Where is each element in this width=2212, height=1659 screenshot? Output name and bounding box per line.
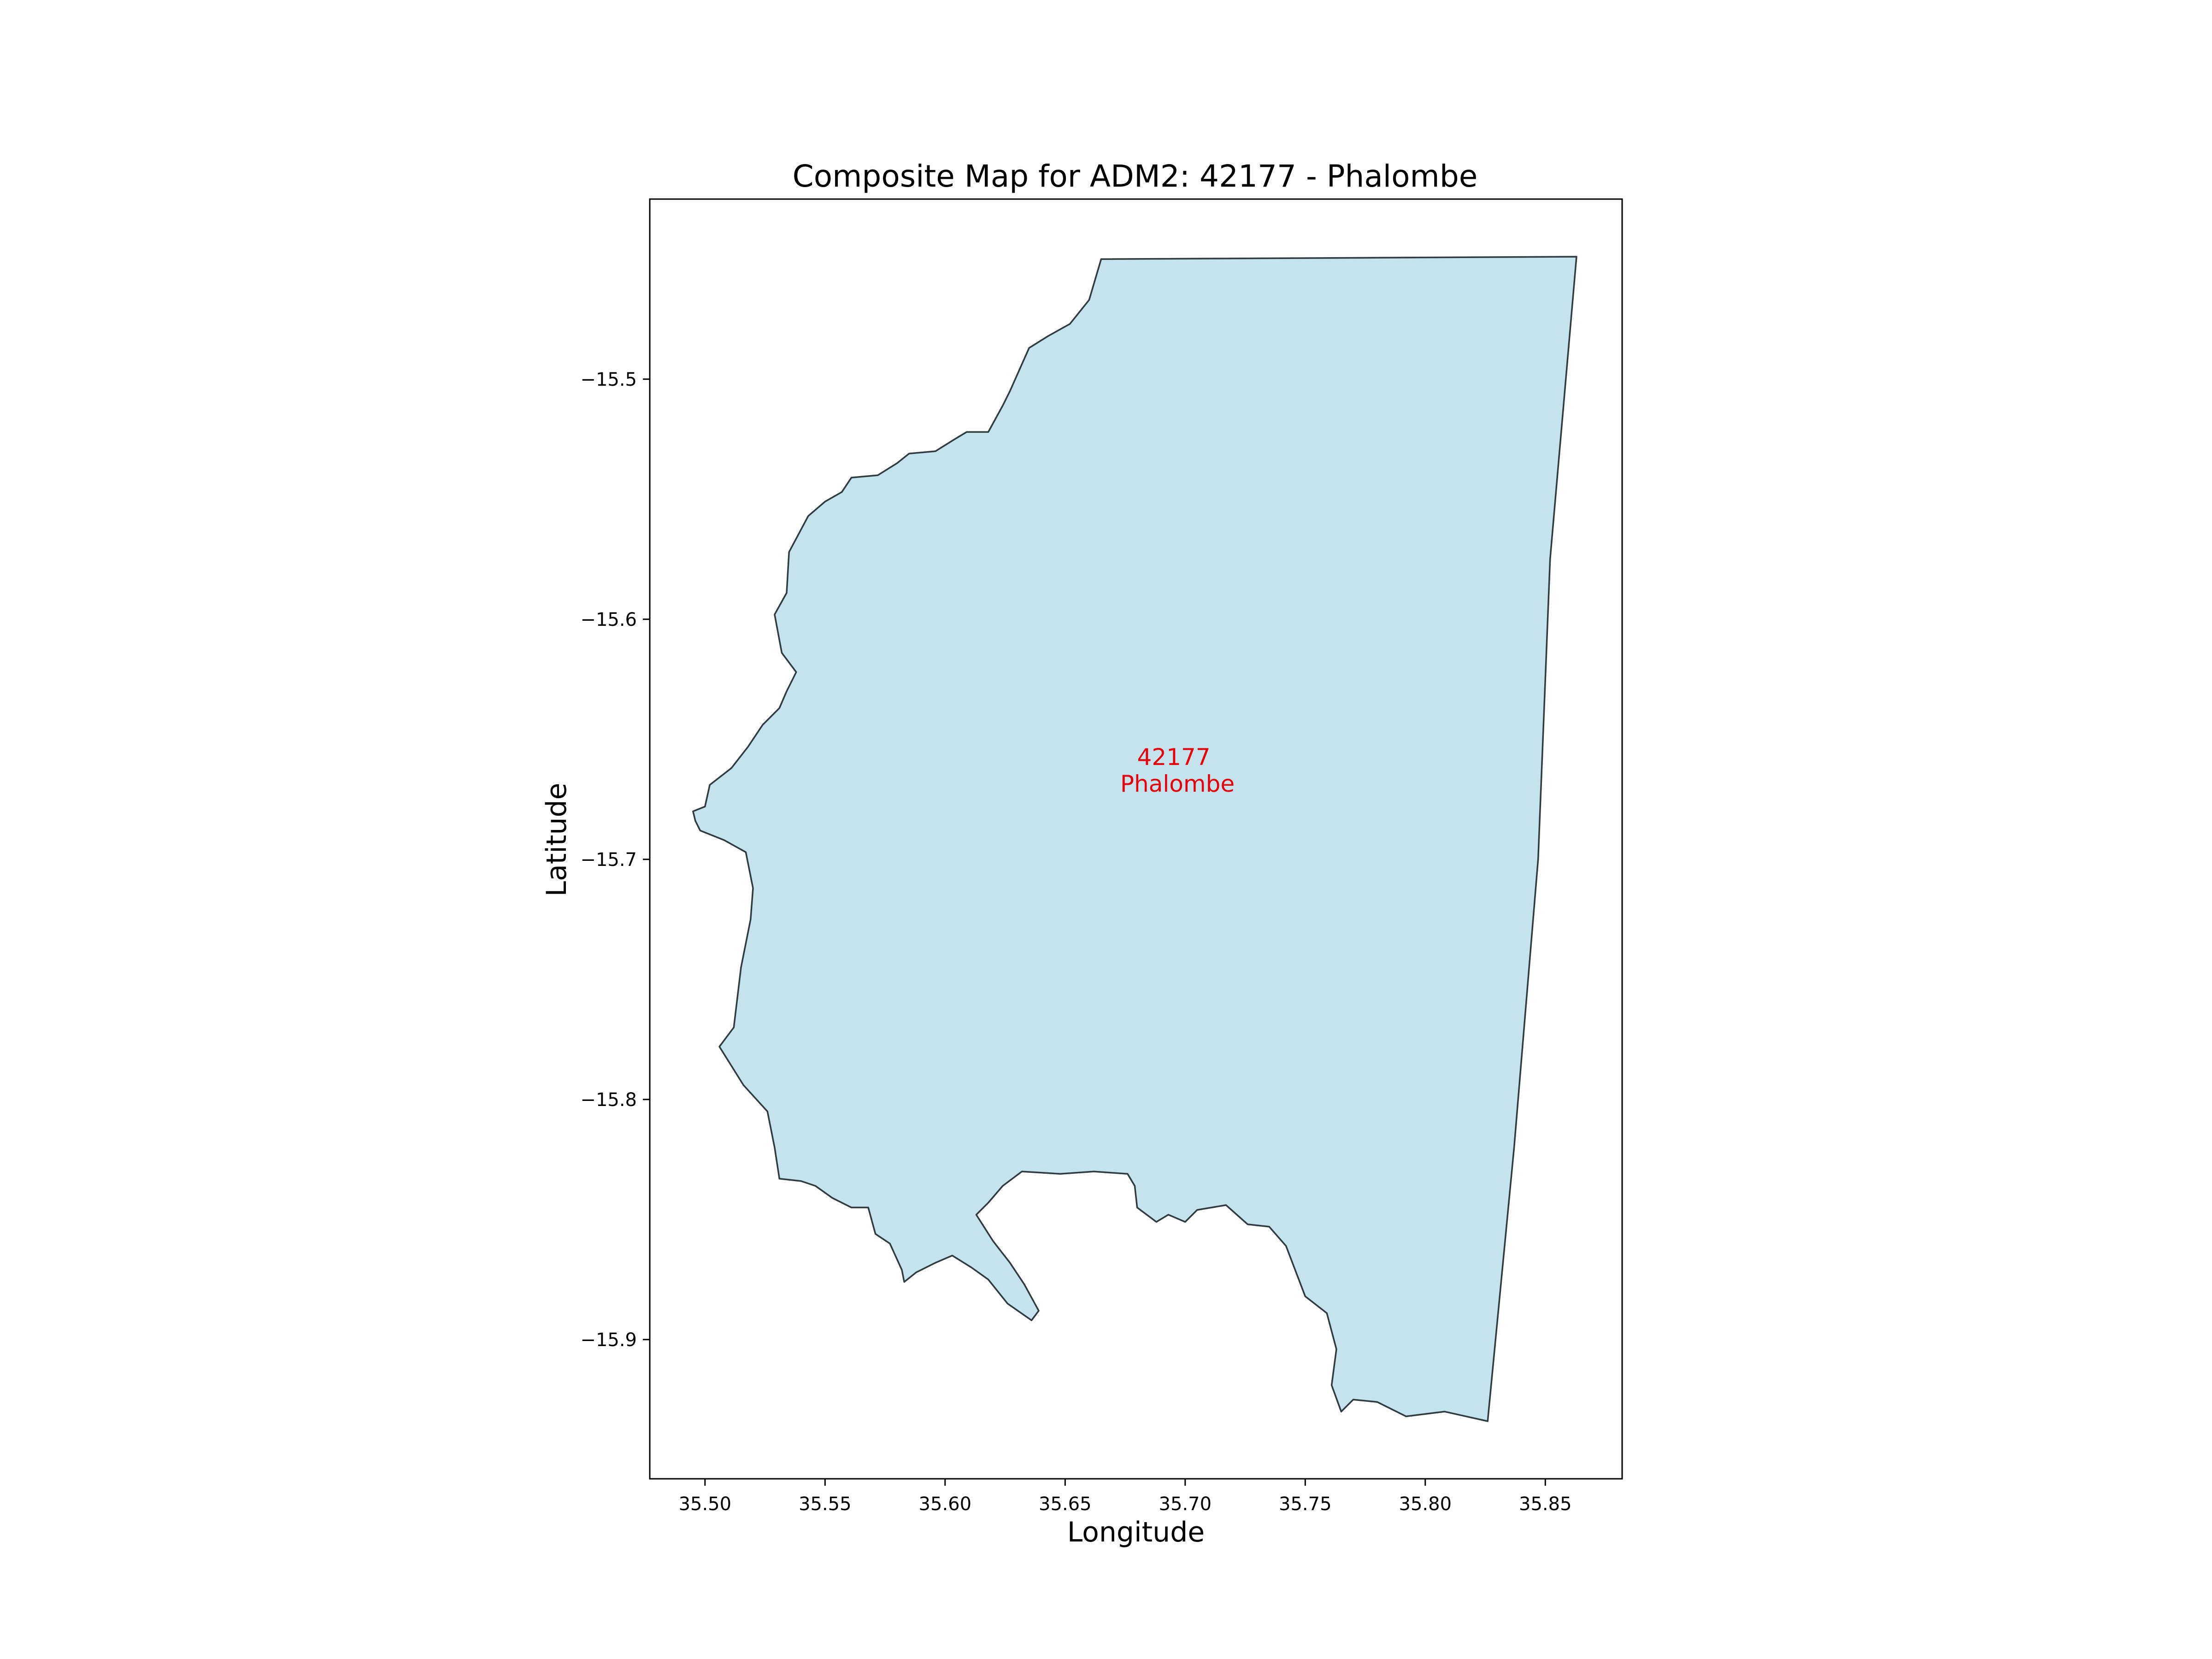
y-tick-label: −15.5 — [580, 369, 637, 390]
y-axis-ticks: −15.5 −15.6 −15.7 −15.8 −15.9 — [580, 369, 650, 1351]
x-tick-label: 35.85 — [1519, 1494, 1572, 1515]
region-polygon-phalombe — [692, 256, 1577, 1422]
y-tick-label: −15.7 — [580, 849, 637, 871]
x-tick-label: 35.75 — [1279, 1494, 1332, 1515]
chart-title: Composite Map for ADM2: 42177 - Phalombe — [793, 159, 1478, 194]
x-tick-label: 35.60 — [919, 1494, 972, 1515]
x-axis-label: Longitude — [1067, 1516, 1205, 1548]
x-tick-label: 35.80 — [1399, 1494, 1452, 1515]
y-tick-label: −15.8 — [580, 1089, 637, 1111]
x-tick-label: 35.65 — [1039, 1494, 1092, 1515]
y-tick-label: −15.6 — [580, 609, 637, 630]
y-axis-label: Latitude — [541, 783, 573, 897]
x-tick-label: 35.70 — [1159, 1494, 1212, 1515]
plot-area: 42177 Phalombe — [692, 256, 1577, 1422]
x-tick-label: 35.50 — [679, 1494, 732, 1515]
axes-frame — [649, 198, 1623, 1480]
x-tick-label: 35.55 — [799, 1494, 852, 1515]
x-axis-ticks: 35.50 35.55 35.60 35.65 35.70 35.75 35.80 35.85 — [679, 1479, 1572, 1515]
region-id-label: 42177 — [1137, 744, 1211, 771]
y-tick-label: −15.9 — [580, 1330, 637, 1351]
region-name-label: Phalombe — [1120, 771, 1235, 797]
region-label: 42177 Phalombe — [1120, 744, 1235, 797]
